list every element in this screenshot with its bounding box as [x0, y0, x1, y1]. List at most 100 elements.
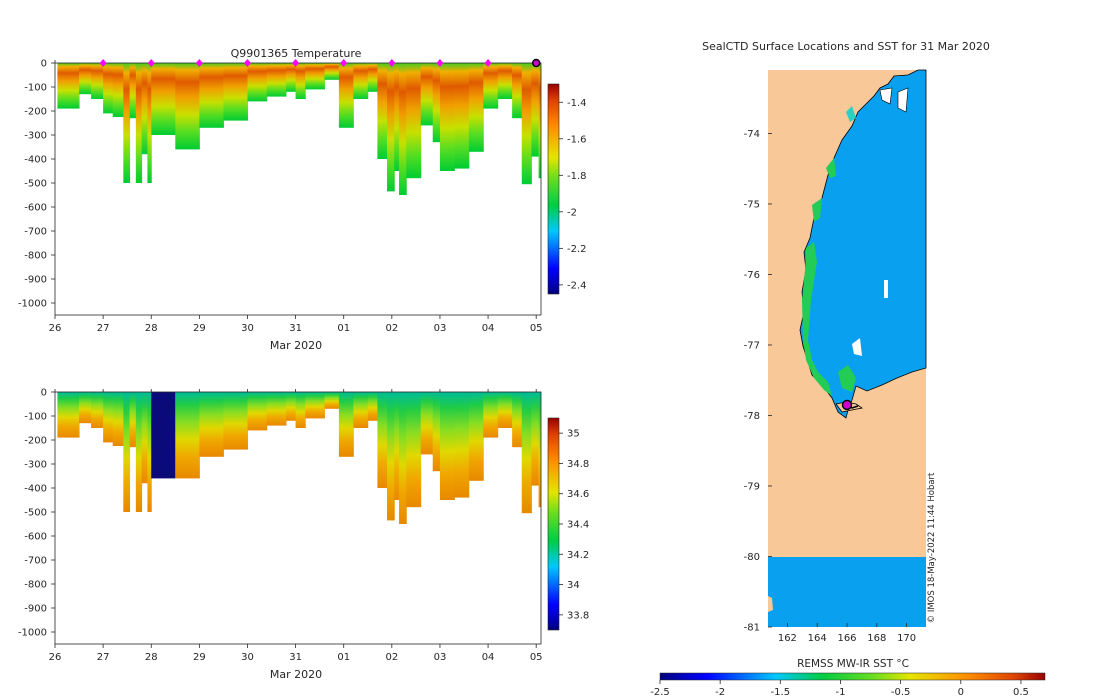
- x-tick-label: 27: [97, 652, 110, 663]
- profile-bar: [285, 63, 297, 92]
- profile-bar: [387, 63, 395, 192]
- map-x-tick-label: 170: [897, 633, 916, 644]
- colorbar-tick-label: 35: [567, 429, 580, 440]
- profile-bar: [420, 63, 434, 126]
- colorbar-tick-label: 34.6: [567, 489, 589, 500]
- profile-bar: [129, 392, 137, 448]
- profile-bar: [439, 392, 455, 500]
- y-tick-label: -700: [24, 556, 47, 567]
- profile-bar: [521, 63, 532, 185]
- profile-bar: [399, 63, 407, 195]
- profile-bar: [394, 63, 400, 171]
- x-tick-label: 02: [385, 323, 398, 334]
- colorbar-tick-label: -1.4: [567, 98, 587, 109]
- y-tick-label: -700: [24, 227, 47, 238]
- profile-bar: [57, 63, 80, 109]
- profile-marker: [388, 59, 396, 67]
- x-tick-label: 04: [482, 323, 495, 334]
- temperature-x-ticks: 26 27 28 29 30 31 01 02 03 04 05: [49, 60, 543, 334]
- profile-bar: [377, 63, 388, 159]
- x-tick-label: 26: [49, 652, 62, 663]
- profile-bar: [420, 392, 434, 455]
- profile-bar: [295, 63, 306, 99]
- temperature-colorbar: [547, 83, 560, 295]
- profile-bar: [497, 392, 513, 428]
- y-tick-label: -100: [24, 83, 47, 94]
- sst-colorbar-label: REMSS MW-IR SST °C: [797, 658, 909, 670]
- profile-bar: [223, 63, 248, 121]
- sst-colorbar-tick-label: -1: [835, 687, 845, 698]
- map-y-tick-label: -78: [744, 411, 760, 422]
- profile-marker: [292, 59, 300, 67]
- x-tick-label: 28: [145, 323, 158, 334]
- profile-bar: [497, 63, 513, 99]
- profile-bar: [512, 63, 523, 119]
- salinity-colorbar-ticks: 35 34.8 34.6 34.4 34.2 34 33.8: [559, 429, 589, 621]
- map-y-tick-label: -80: [744, 552, 760, 563]
- map-title: SealCTD Surface Locations and SST for 31…: [702, 40, 990, 53]
- temperature-y-ticks: 0 -100 -200 -300 -400 -500 -600 -700 -800 -900 -10…: [18, 59, 55, 310]
- profile-bar: [175, 63, 200, 150]
- profile-bar: [387, 392, 395, 521]
- x-tick-label: 04: [482, 652, 495, 663]
- profile-bar: [406, 63, 422, 179]
- map-x-tick-label: 166: [837, 633, 856, 644]
- colorbar-tick-label: -1.8: [567, 171, 587, 182]
- coastal-green-patch: [826, 158, 836, 178]
- profile-bar: [483, 63, 499, 109]
- y-tick-label: -400: [24, 484, 47, 495]
- y-tick-label: -900: [24, 604, 47, 615]
- profile-bar: [353, 392, 369, 428]
- profile-bar: [79, 392, 92, 424]
- x-tick-label: 30: [241, 323, 254, 334]
- profile-bar: [175, 392, 200, 479]
- map-x-tick-label: 168: [867, 633, 886, 644]
- x-tick-label: 26: [49, 323, 62, 334]
- sst-colorbar-tick-label: 0: [958, 687, 964, 698]
- profile-marker: [436, 59, 444, 67]
- profile-marker: [243, 59, 251, 67]
- map-y-tick-label: -75: [744, 199, 760, 210]
- sst-colorbar-tick-label: -0.5: [891, 687, 911, 698]
- sst-map-panel: SealCTD Surface Locations and SST for 31…: [650, 40, 1046, 698]
- profile-bar: [151, 63, 176, 135]
- profile-bar: [112, 63, 124, 117]
- profile-bar: [135, 63, 143, 183]
- salinity-xlabel: Mar 2020: [270, 668, 322, 681]
- y-tick-label: -400: [24, 155, 47, 166]
- profile-bar: [266, 63, 287, 97]
- profile-bar: [103, 63, 114, 114]
- profile-bar: [305, 63, 325, 90]
- profile-bar: [531, 63, 540, 157]
- profile-bar: [377, 392, 388, 488]
- profile-bar: [91, 392, 104, 428]
- profile-bar: [468, 392, 484, 481]
- profile-bar: [141, 63, 148, 155]
- salinity-profile-bars: [57, 392, 541, 524]
- map-y-tick-label: -76: [744, 270, 760, 281]
- colorbar-tick-label: -2: [567, 207, 577, 218]
- profile-bar: [91, 63, 104, 99]
- x-tick-label: 30: [241, 652, 254, 663]
- y-tick-label: -100: [24, 412, 47, 423]
- profile-bar: [406, 392, 422, 508]
- coastal-green-patch: [802, 242, 832, 396]
- profile-bar: [247, 63, 268, 102]
- current-position-marker: [531, 58, 541, 68]
- x-tick-label: 05: [530, 652, 543, 663]
- y-tick-label: -1000: [18, 299, 47, 310]
- y-tick-label: -200: [24, 436, 47, 447]
- x-tick-label: 02: [385, 652, 398, 663]
- profile-marker: [99, 59, 107, 67]
- profile-bar: [394, 392, 400, 500]
- y-tick-label: -500: [24, 179, 47, 190]
- sst-colorbar-tick-label: 0.5: [1013, 687, 1029, 698]
- profile-bar: [338, 392, 354, 457]
- profile-bar: [399, 392, 407, 524]
- ocean-ross-sea: [799, 69, 927, 419]
- y-tick-label: -1000: [18, 628, 47, 639]
- temperature-title: Q9901365 Temperature: [231, 47, 362, 60]
- y-tick-label: -500: [24, 508, 47, 519]
- map-y-ticks: -74 -75 -76 -77 -78 -79 -80 -81: [744, 129, 772, 634]
- x-tick-label: 28: [145, 652, 158, 663]
